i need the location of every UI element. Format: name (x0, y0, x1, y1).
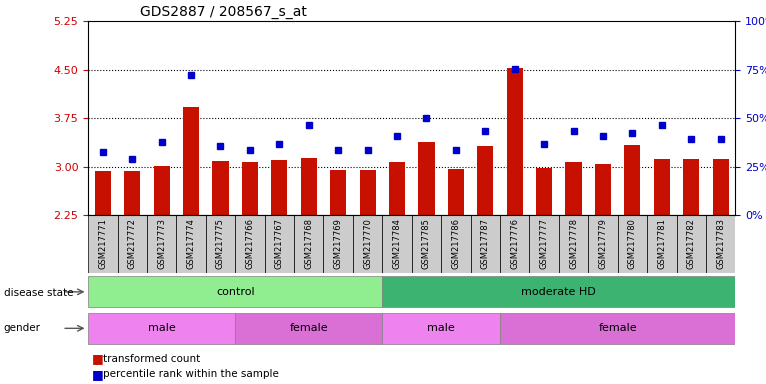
Bar (470, 215, 500, 273)
Bar (264, 215, 294, 273)
Bar (212, 161, 228, 215)
Text: GSM217780: GSM217780 (628, 218, 637, 269)
Bar (147, 215, 176, 273)
Bar (95, 171, 111, 215)
Bar (588, 215, 617, 273)
Text: percentile rank within the sample: percentile rank within the sample (103, 369, 280, 379)
Text: GSM217771: GSM217771 (98, 218, 107, 269)
Bar (536, 169, 552, 215)
Text: moderate HD: moderate HD (522, 287, 596, 297)
Bar (242, 162, 258, 215)
Text: GSM217766: GSM217766 (245, 218, 254, 269)
Text: GSM217767: GSM217767 (275, 218, 284, 269)
Text: GSM217769: GSM217769 (334, 218, 342, 269)
Text: female: female (598, 323, 637, 333)
Text: GSM217770: GSM217770 (363, 218, 372, 269)
Bar (183, 107, 199, 215)
Bar (683, 159, 699, 215)
Bar (500, 313, 735, 344)
Text: GSM217768: GSM217768 (304, 218, 313, 269)
Text: transformed count: transformed count (103, 354, 201, 364)
Text: GDS2887 / 208567_s_at: GDS2887 / 208567_s_at (140, 5, 306, 19)
Text: GSM217783: GSM217783 (716, 218, 725, 269)
Bar (382, 313, 500, 344)
Text: ■: ■ (92, 368, 103, 381)
Text: gender: gender (4, 323, 41, 333)
Bar (235, 215, 264, 273)
Text: GSM217779: GSM217779 (598, 218, 607, 269)
Bar (412, 215, 441, 273)
Bar (706, 215, 735, 273)
Bar (595, 164, 611, 215)
Bar (712, 159, 728, 215)
Bar (653, 159, 670, 215)
Text: male: male (148, 323, 175, 333)
Bar (323, 215, 353, 273)
Bar (441, 215, 470, 273)
Text: GSM217777: GSM217777 (539, 218, 548, 269)
Bar (382, 215, 412, 273)
Text: GSM217785: GSM217785 (422, 218, 431, 269)
Text: GSM217784: GSM217784 (392, 218, 401, 269)
Bar (353, 215, 382, 273)
Text: GSM217776: GSM217776 (510, 218, 519, 269)
Bar (676, 215, 706, 273)
Text: male: male (427, 323, 455, 333)
Bar (617, 215, 647, 273)
Bar (448, 169, 464, 215)
Text: GSM217781: GSM217781 (657, 218, 666, 269)
Text: GSM217787: GSM217787 (481, 218, 489, 269)
Bar (418, 142, 434, 215)
Text: disease state: disease state (4, 288, 74, 298)
Text: GSM217774: GSM217774 (187, 218, 195, 269)
Bar (206, 215, 235, 273)
Bar (88, 276, 382, 307)
Bar (176, 215, 206, 273)
Bar (271, 160, 287, 215)
Bar (235, 313, 382, 344)
Text: ■: ■ (92, 353, 103, 366)
Bar (88, 215, 117, 273)
Bar (529, 215, 559, 273)
Text: GSM217773: GSM217773 (157, 218, 166, 269)
Bar (624, 145, 640, 215)
Text: GSM217772: GSM217772 (128, 218, 136, 269)
Bar (477, 146, 493, 215)
Bar (359, 170, 375, 215)
Bar (88, 313, 235, 344)
Text: GSM217778: GSM217778 (569, 218, 578, 269)
Bar (294, 215, 323, 273)
Bar (301, 157, 317, 215)
Bar (389, 162, 405, 215)
Text: GSM217775: GSM217775 (216, 218, 225, 269)
Bar (382, 276, 735, 307)
Bar (500, 215, 529, 273)
Bar (565, 162, 581, 215)
Bar (124, 171, 140, 215)
Bar (647, 215, 676, 273)
Text: control: control (216, 287, 254, 297)
Bar (330, 170, 346, 215)
Text: GSM217786: GSM217786 (451, 218, 460, 269)
Text: female: female (290, 323, 328, 333)
Bar (117, 215, 147, 273)
Text: GSM217782: GSM217782 (687, 218, 696, 269)
Bar (559, 215, 588, 273)
Bar (153, 166, 170, 215)
Bar (506, 68, 522, 215)
